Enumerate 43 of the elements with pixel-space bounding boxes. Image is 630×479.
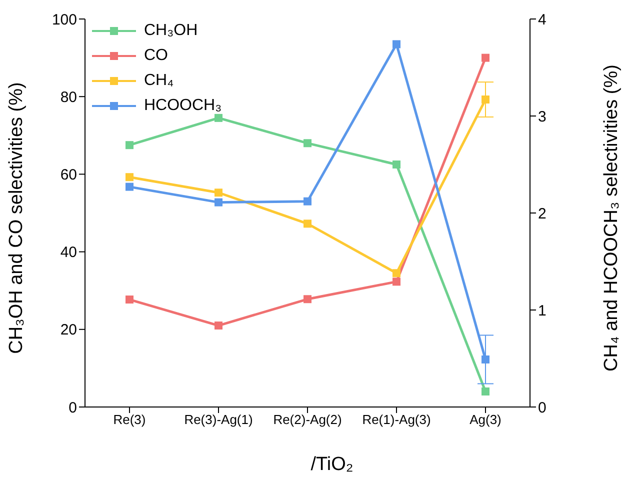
point <box>482 96 490 104</box>
legend-label: CH₃OH <box>144 22 198 40</box>
x-tick-label: Re(3)-Ag(1) <box>184 412 253 428</box>
y2-tick-label: 3 <box>538 108 546 126</box>
y-tick-label: 60 <box>60 166 77 184</box>
y2-axis-title: CH₄ and HCOOCH₃ selectivities (%) <box>601 64 622 372</box>
point <box>482 54 490 62</box>
y-tick-label: 40 <box>60 244 77 262</box>
legend-label: HCOOCH₃ <box>144 96 222 114</box>
point <box>126 296 134 304</box>
point <box>126 173 134 182</box>
y2-tick-label: 1 <box>538 302 546 320</box>
point <box>214 188 222 197</box>
y-tick-label: 0 <box>68 399 77 416</box>
x-axis-title: /TiO₂ <box>310 454 354 475</box>
point <box>482 355 490 364</box>
point <box>392 278 400 286</box>
legend-label: CH₄ <box>144 72 174 90</box>
x-tick-label: Re(1)-Ag(3) <box>362 412 431 428</box>
point <box>126 141 134 150</box>
y-tick-label: 20 <box>60 322 77 339</box>
y2-tick-label: 4 <box>538 11 546 28</box>
x-tick-label: Ag(3) <box>470 412 502 428</box>
point <box>304 139 312 148</box>
point <box>214 198 222 206</box>
point <box>304 295 312 304</box>
y2-tick-label: 0 <box>538 399 546 416</box>
point <box>214 322 222 330</box>
x-tick-label: Re(2)-Ag(2) <box>273 412 342 428</box>
y2-tick-label: 2 <box>538 205 546 222</box>
y-tick-label: 100 <box>52 11 77 28</box>
point <box>392 40 400 48</box>
y-axis-title: CH₃OH and CO selectivities (%) <box>6 82 27 354</box>
point <box>126 182 134 191</box>
point <box>214 114 222 122</box>
legend-label: CO <box>144 46 168 64</box>
point <box>304 197 312 206</box>
x-tick-label: Re(3) <box>113 412 146 428</box>
point <box>304 220 312 228</box>
y-tick-label: 80 <box>60 88 77 106</box>
point <box>482 387 490 396</box>
point <box>392 160 400 168</box>
point <box>392 269 400 278</box>
